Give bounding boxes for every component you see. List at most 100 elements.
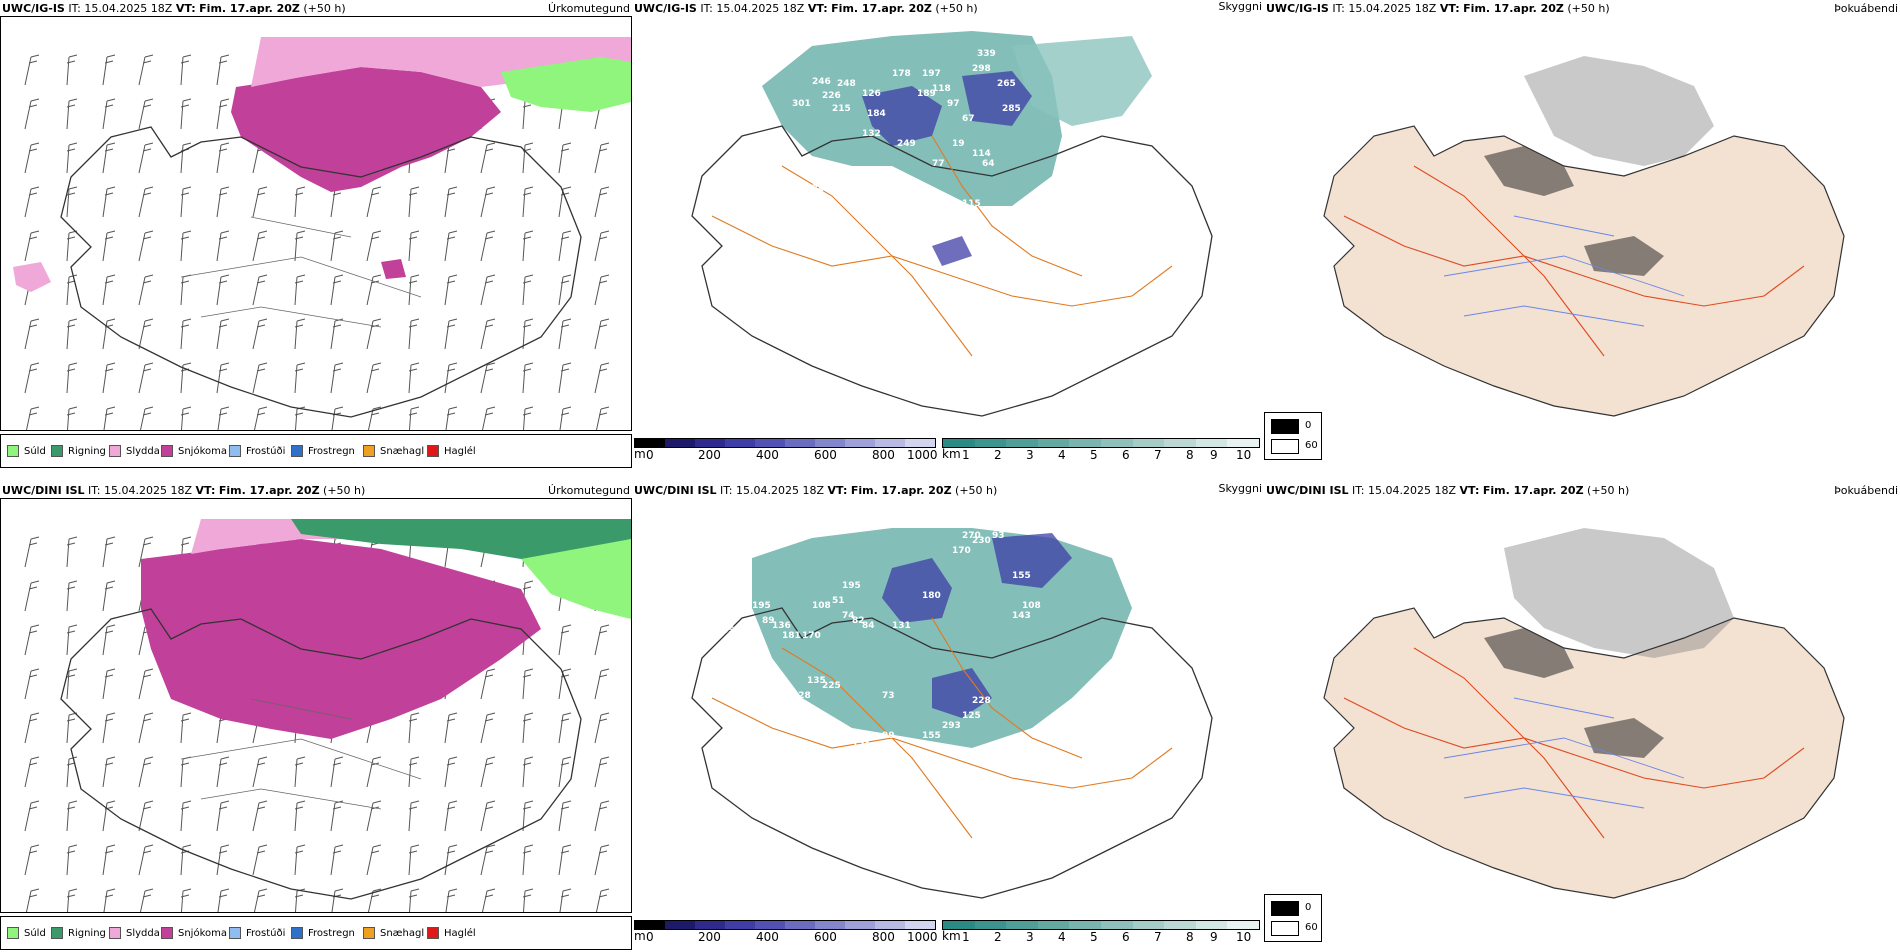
wind-barb	[481, 888, 496, 912]
legend-swatch	[427, 445, 439, 457]
wind-barb	[330, 318, 344, 350]
wind-barb	[24, 362, 40, 394]
wind-barb	[480, 318, 496, 350]
panel-header: UWC/DINI ISL IT: 15.04.2025 18Z VT: Fim.…	[632, 482, 1264, 498]
colorbar-tick: 0	[646, 930, 654, 944]
wind-barb	[294, 318, 306, 350]
wind-barb	[138, 668, 154, 700]
wind-barb	[24, 844, 40, 876]
cloud-base-label: 93	[992, 531, 1005, 541]
colorbar-tick: 5	[1090, 448, 1098, 462]
panel-title: Þokuábendi	[1834, 2, 1898, 15]
wind-barb	[558, 318, 572, 350]
wind-barb	[66, 668, 78, 700]
legend-item: Súld	[7, 927, 46, 939]
it-label: IT:	[68, 2, 81, 15]
legend-item: Snæhagl	[363, 445, 424, 457]
cloud-base-label: 90	[882, 731, 895, 741]
visibility-colorbar: km 1 2 3 4 5 6 7 8 9 10	[942, 920, 1260, 946]
wind-barb	[294, 888, 306, 912]
lead-time: (+50 h)	[955, 484, 998, 497]
wind-barb	[138, 800, 154, 832]
wind-barb	[66, 624, 78, 656]
wind-barb	[294, 800, 306, 832]
wind-barb	[66, 54, 78, 86]
precip-map[interactable]	[0, 498, 632, 913]
legend-item: Slydda	[109, 927, 160, 939]
forecast-row-2: UWC/DINI ISL IT: 15.04.2025 18Z VT: Fim.…	[0, 482, 1900, 952]
cloud-map[interactable]: 301 246 226 215 248 126 184 132 178 249 197 189 118 9…	[632, 16, 1264, 429]
wind-barb	[480, 362, 496, 394]
vt-label: VT:	[807, 2, 828, 15]
wind-barb	[594, 712, 610, 744]
it-label: IT:	[1352, 484, 1365, 497]
cloud-base-label: 143	[1012, 611, 1031, 621]
cloud-base-label: 97	[947, 99, 960, 109]
legend-item: Rigning	[51, 927, 106, 939]
fog-legend: 0 60	[1264, 894, 1322, 942]
cloud-base-label: 228	[972, 696, 991, 706]
wind-barb	[252, 800, 268, 832]
wind-barb	[330, 230, 344, 262]
wind-barb	[139, 406, 154, 430]
wind-barb	[558, 362, 572, 394]
colorbar-tick: 800	[872, 930, 895, 944]
wind-barb	[24, 142, 40, 174]
wind-barb	[480, 844, 496, 876]
wind-barb	[594, 274, 610, 306]
wind-barb	[138, 98, 154, 130]
cloud-base-label: 86	[842, 179, 855, 189]
wind-barb	[180, 712, 192, 744]
wind-barb	[66, 536, 78, 568]
cloud-base-label: 108	[1022, 601, 1041, 611]
legend-swatch	[1271, 439, 1299, 454]
colorbar-strip	[942, 920, 1260, 930]
colorbar-tick: 3	[1026, 930, 1034, 944]
wind-barb	[594, 230, 610, 262]
fog-map[interactable]	[1264, 16, 1900, 429]
wind-barb	[102, 274, 116, 306]
cloud-base-label: 105	[882, 204, 901, 214]
cloud-base-label: 51	[832, 596, 845, 606]
colorbar-tick: 4	[1058, 448, 1066, 462]
wind-barb	[294, 406, 306, 430]
legend-item: Frostregn	[291, 927, 355, 939]
legend-item: Slydda	[109, 445, 160, 457]
panel-header: UWC/IG-IS IT: 15.04.2025 18Z VT: Fim. 17…	[0, 2, 632, 16]
cloud-base-label: 225	[822, 681, 841, 691]
wind-barb	[24, 800, 40, 832]
colorbar-strip	[634, 438, 936, 448]
fog-mid-area	[1524, 56, 1714, 166]
fog-dark-area	[1484, 146, 1664, 276]
wind-barb	[217, 406, 230, 430]
coastline	[691, 607, 1213, 899]
cloud-map[interactable]: 199 356 195 89 136 181 170 108 51 195 74 82 84 131 180…	[632, 498, 1264, 911]
rivers	[1443, 697, 1685, 809]
wind-barb	[103, 888, 116, 912]
model-name: UWC/IG-IS	[1266, 2, 1329, 15]
legend-swatch	[1271, 901, 1299, 916]
wind-barb	[180, 98, 192, 130]
colorbar-tick: 9	[1210, 448, 1218, 462]
wind-barb	[103, 406, 116, 430]
wind-barb	[522, 186, 534, 218]
wind-barb	[408, 888, 420, 912]
wind-barb	[24, 536, 40, 568]
fog-map[interactable]	[1264, 498, 1900, 911]
cloud-base-label: 301	[792, 99, 811, 109]
wind-barb	[253, 888, 268, 912]
legend-item: Frostúði	[229, 445, 285, 457]
precip-type-panel: UWC/DINI ISL IT: 15.04.2025 18Z VT: Fim.…	[0, 484, 632, 952]
wind-barb	[522, 362, 534, 394]
precip-map[interactable]	[0, 16, 632, 431]
wind-barb	[102, 844, 116, 876]
wind-barb	[180, 230, 192, 262]
wind-barb	[24, 98, 40, 130]
cloud-base-label: 136	[772, 621, 791, 631]
wind-barb	[522, 230, 534, 262]
wind-barb	[444, 800, 458, 832]
legend-swatch	[229, 445, 241, 457]
colorbar-tick: 0	[646, 448, 654, 462]
wind-barb	[252, 230, 268, 262]
